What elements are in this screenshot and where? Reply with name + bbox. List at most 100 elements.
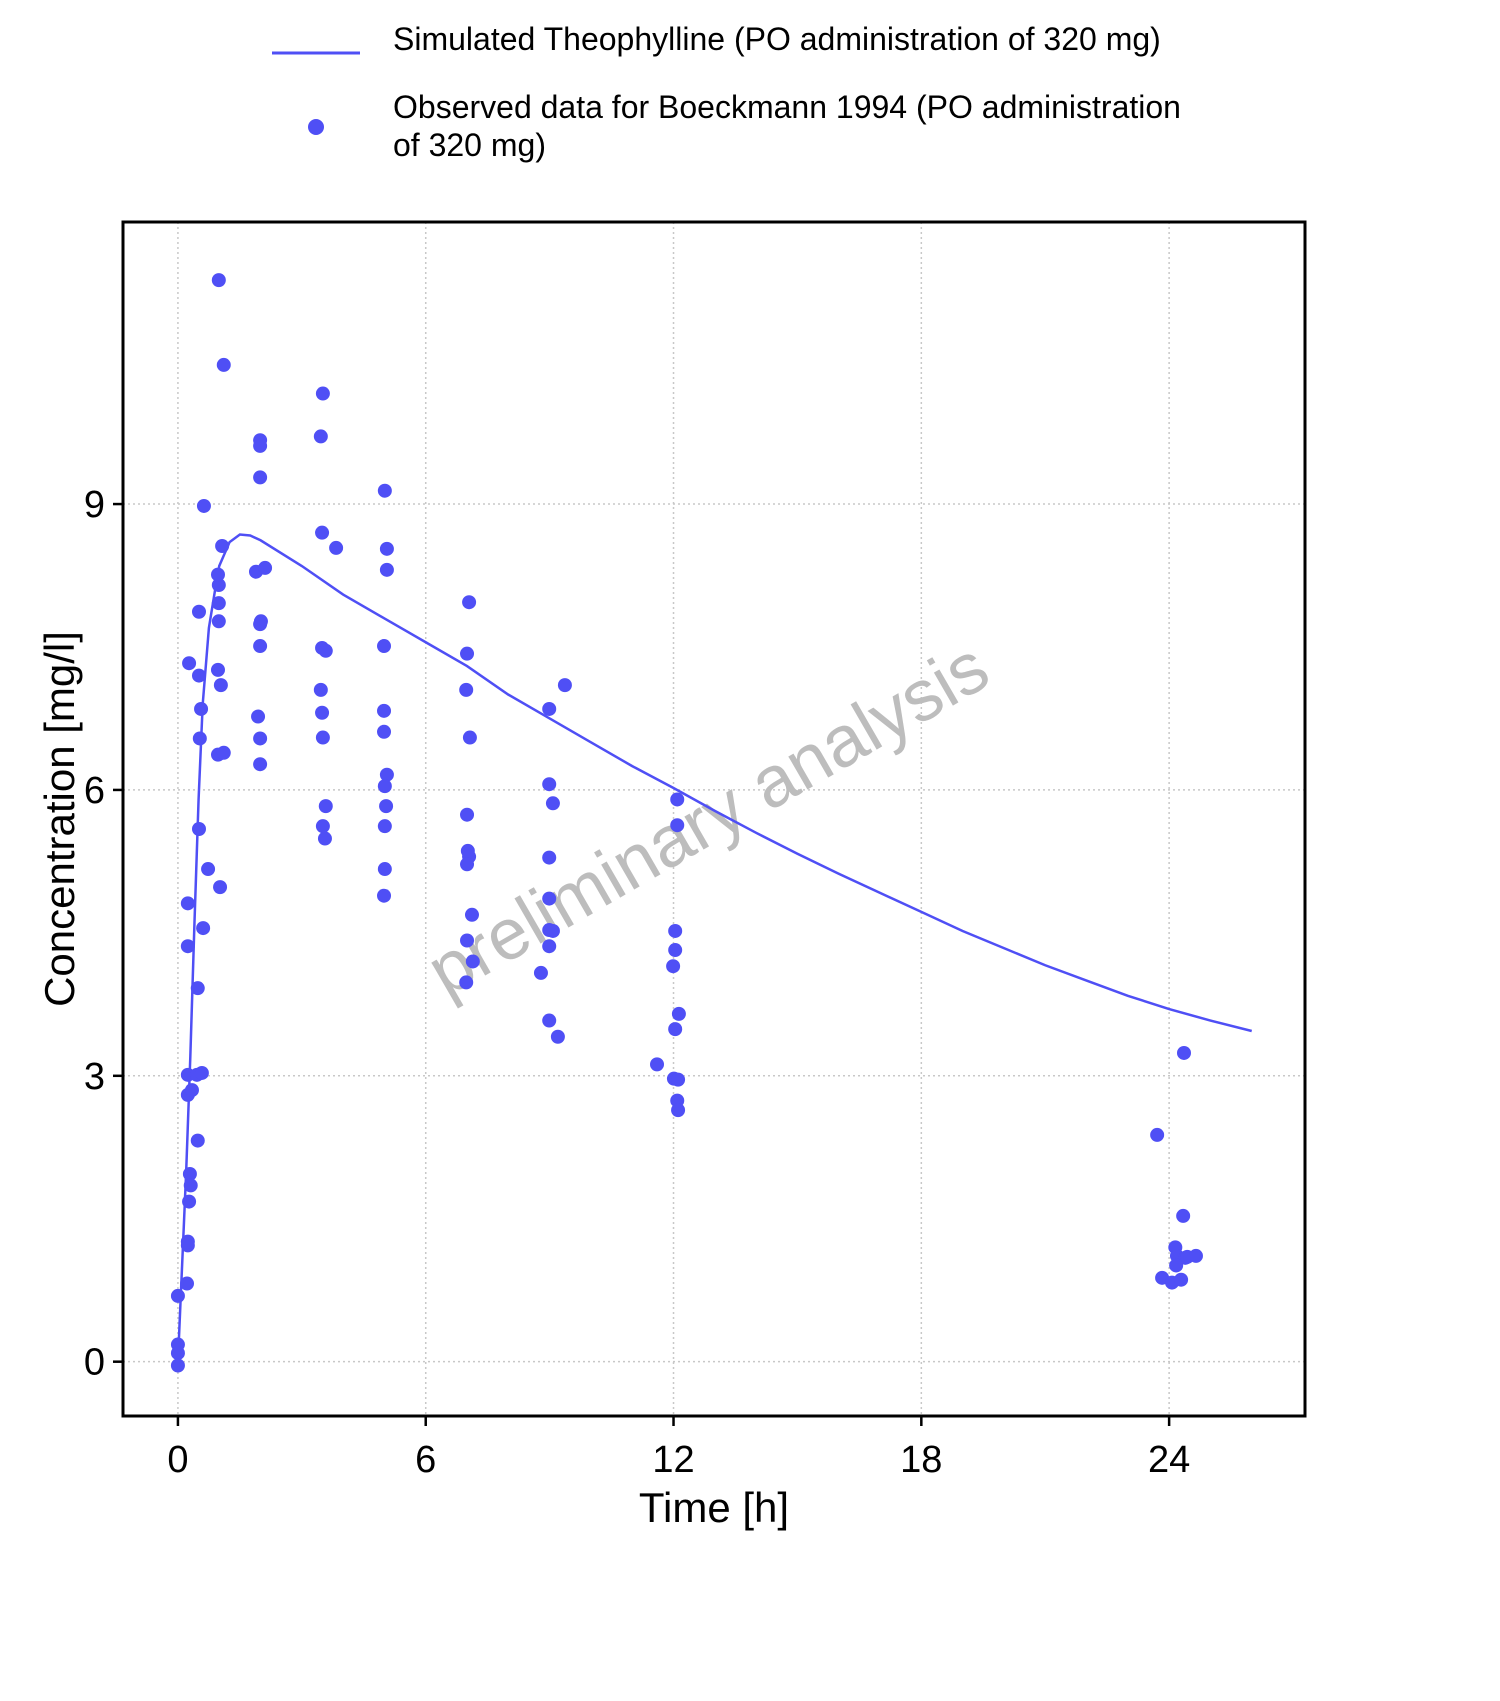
data-point bbox=[183, 1178, 198, 1193]
data-point bbox=[315, 730, 330, 745]
data-point bbox=[211, 578, 226, 593]
data-point bbox=[460, 646, 475, 661]
legend-entry: Observed data for Boeckmann 1994 (PO adm… bbox=[393, 89, 1181, 163]
grid bbox=[123, 222, 1305, 1416]
data-point bbox=[377, 483, 392, 498]
y-tick-label: 3 bbox=[84, 1056, 105, 1098]
data-point bbox=[191, 604, 206, 619]
data-point bbox=[180, 896, 195, 911]
legend-dot-symbol bbox=[308, 119, 324, 135]
data-point bbox=[668, 923, 683, 938]
x-tick-label: 18 bbox=[900, 1439, 942, 1481]
data-point bbox=[315, 386, 330, 401]
data-point bbox=[542, 939, 557, 954]
data-point bbox=[253, 757, 268, 772]
data-point bbox=[318, 643, 333, 658]
data-point bbox=[459, 975, 474, 990]
data-point bbox=[211, 596, 226, 611]
data-point bbox=[542, 701, 557, 716]
data-point bbox=[216, 745, 231, 760]
data-point bbox=[462, 730, 477, 745]
data-point bbox=[557, 678, 572, 693]
data-point bbox=[1176, 1208, 1191, 1223]
line-series bbox=[176, 533, 1253, 1362]
data-point bbox=[182, 1166, 197, 1181]
data-point bbox=[460, 807, 475, 822]
data-point bbox=[464, 907, 479, 922]
legend-entry: Simulated Theophylline (PO administratio… bbox=[393, 21, 1161, 57]
data-point bbox=[190, 981, 205, 996]
data-point bbox=[184, 1083, 199, 1098]
data-point bbox=[258, 560, 273, 575]
data-point bbox=[533, 965, 548, 980]
data-point bbox=[670, 792, 685, 807]
data-point bbox=[668, 943, 683, 958]
data-point bbox=[377, 862, 392, 877]
data-point bbox=[194, 701, 209, 716]
data-point bbox=[313, 682, 328, 697]
y-tick-label: 6 bbox=[84, 770, 105, 812]
data-point bbox=[379, 541, 394, 556]
data-point bbox=[550, 1029, 565, 1044]
data-point bbox=[201, 862, 216, 877]
data-point bbox=[315, 819, 330, 834]
data-point bbox=[210, 662, 225, 677]
data-point bbox=[253, 639, 268, 654]
data-point bbox=[180, 939, 195, 954]
data-point bbox=[313, 429, 328, 444]
data-point bbox=[459, 682, 474, 697]
data-point bbox=[1150, 1127, 1165, 1142]
data-point bbox=[194, 1065, 209, 1080]
data-point bbox=[253, 617, 268, 632]
data-point bbox=[329, 540, 344, 555]
data-point bbox=[318, 799, 333, 814]
data-point bbox=[460, 933, 475, 948]
data-point bbox=[1169, 1258, 1184, 1273]
data-point bbox=[253, 438, 268, 453]
data-point bbox=[315, 705, 330, 720]
data-point bbox=[379, 799, 394, 814]
data-point bbox=[465, 954, 480, 969]
data-point bbox=[211, 614, 226, 629]
axes: 0 6 12 18 24 0 3 6 9 bbox=[84, 484, 1190, 1481]
data-point bbox=[379, 767, 394, 782]
data-point bbox=[215, 538, 230, 553]
data-point bbox=[170, 1288, 185, 1303]
data-point bbox=[213, 678, 228, 693]
data-point bbox=[462, 595, 477, 610]
data-point bbox=[460, 857, 475, 872]
data-point bbox=[545, 796, 560, 811]
data-point bbox=[377, 819, 392, 834]
data-point bbox=[545, 923, 560, 938]
data-point bbox=[211, 273, 226, 288]
data-point bbox=[213, 880, 228, 895]
y-tick-label: 0 bbox=[84, 1342, 105, 1384]
x-tick-label: 12 bbox=[652, 1439, 694, 1481]
data-point bbox=[182, 656, 197, 671]
x-tick-label: 0 bbox=[167, 1439, 188, 1481]
data-point bbox=[1176, 1045, 1191, 1060]
data-point bbox=[542, 850, 557, 865]
data-point bbox=[192, 731, 207, 746]
data-point bbox=[542, 891, 557, 906]
data-point bbox=[377, 703, 392, 718]
data-point bbox=[196, 921, 211, 936]
data-point bbox=[671, 1072, 686, 1087]
marks bbox=[170, 273, 1253, 1373]
data-point bbox=[191, 822, 206, 837]
data-point bbox=[210, 567, 225, 582]
data-point bbox=[317, 831, 332, 846]
watermark: preliminary analysis bbox=[414, 627, 1002, 1012]
data-point bbox=[170, 1346, 185, 1361]
data-point bbox=[377, 724, 392, 739]
data-point bbox=[180, 1234, 195, 1249]
data-point bbox=[670, 818, 685, 833]
y-axis-title: Concentration [mg/l] bbox=[36, 631, 83, 1007]
data-point bbox=[671, 1103, 686, 1118]
data-point bbox=[191, 668, 206, 683]
data-point bbox=[377, 779, 392, 794]
data-point bbox=[377, 888, 392, 903]
data-point bbox=[1174, 1272, 1189, 1287]
